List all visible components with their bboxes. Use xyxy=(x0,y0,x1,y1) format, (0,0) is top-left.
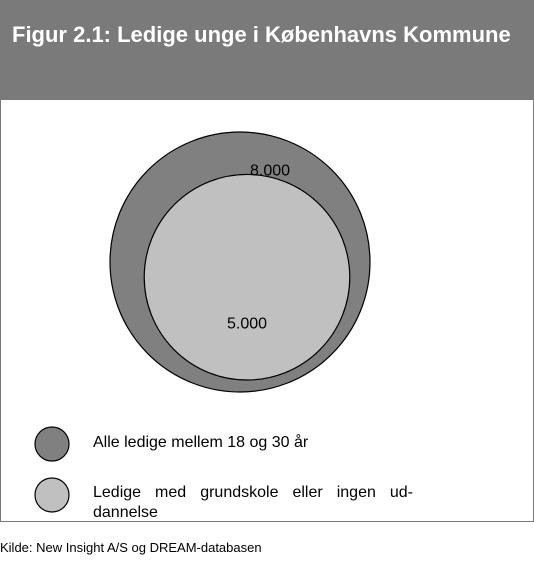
legend-swatch xyxy=(34,477,70,513)
legend-label: Ledige med grundskole eller ingen ud­dan… xyxy=(93,484,413,521)
legend-swatch xyxy=(34,426,70,462)
chart-title: Figur 2.1: Ledige unge i Københavns Komm… xyxy=(0,0,534,100)
legend-label: Alle ledige mellem 18 og 30 år xyxy=(93,434,309,451)
data-label: 8.000 xyxy=(250,162,290,179)
data-label: 5.000 xyxy=(227,315,267,332)
circle xyxy=(143,173,351,381)
source: Kilde: New Insight A/S og DREAM-database… xyxy=(0,540,262,555)
